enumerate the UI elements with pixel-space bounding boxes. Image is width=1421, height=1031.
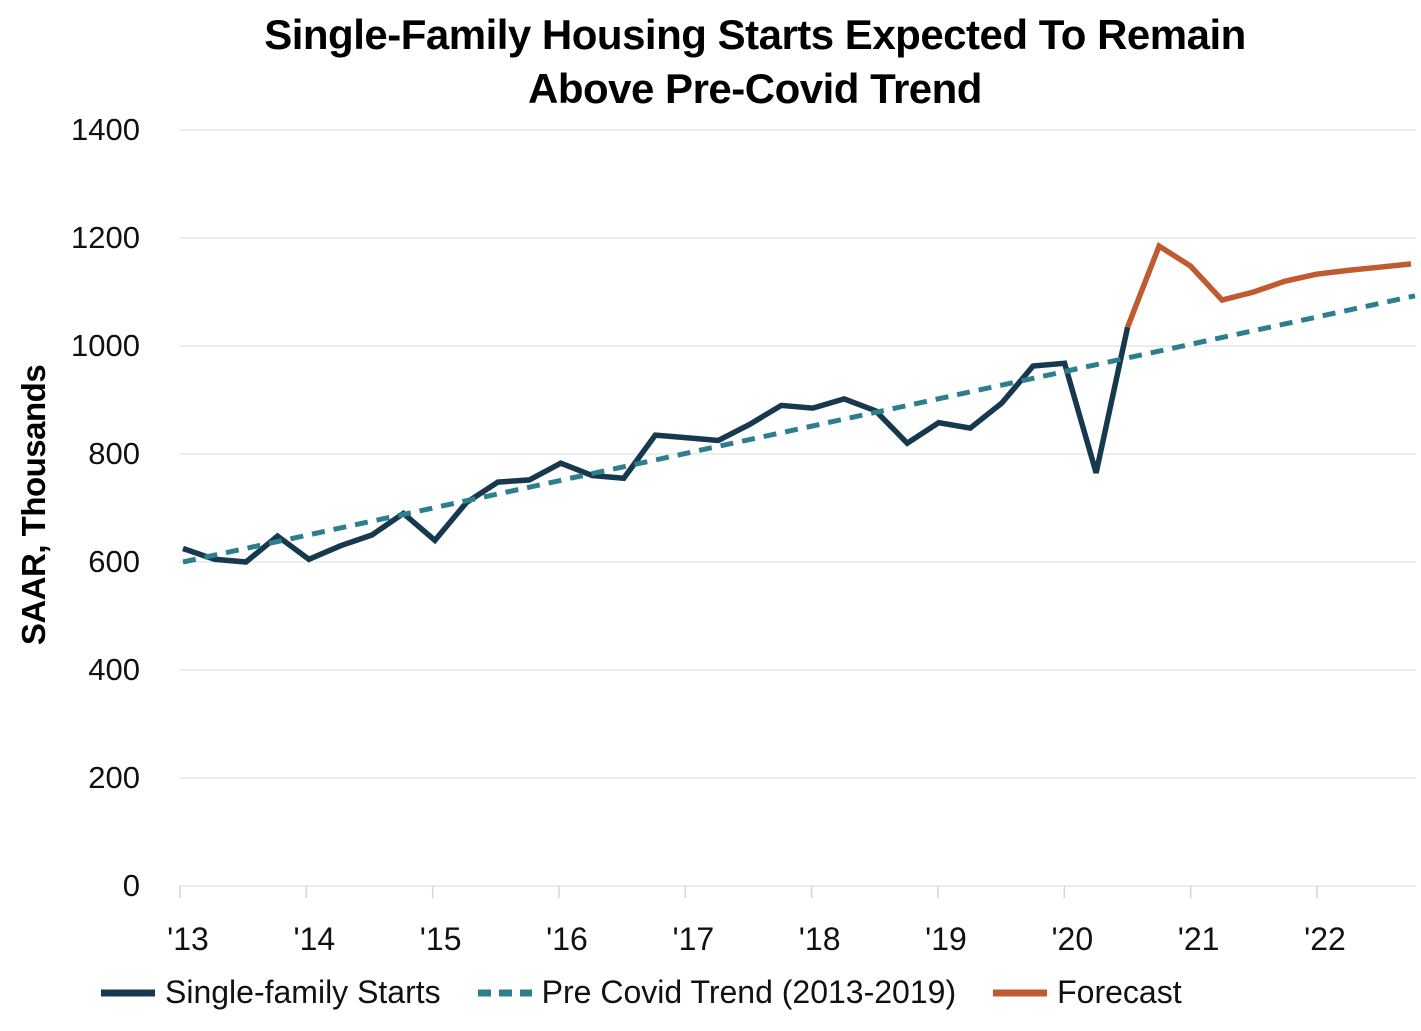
chart-title-line1: Single-Family Housing Starts Expected To… — [264, 11, 1246, 58]
x-tick-label-16: '16 — [546, 921, 588, 957]
y-tick-label-800: 800 — [88, 436, 140, 471]
legend-swatch-single-family-starts — [101, 989, 155, 996]
series-line-forecast — [1125, 241, 1412, 329]
y-tick-label-1400: 1400 — [71, 112, 140, 147]
legend: Single-family Starts Pre Covid Trend (201… — [100, 974, 1182, 1011]
y-tick-label-400: 400 — [88, 652, 140, 687]
legend-label-forecast: Forecast — [1057, 974, 1182, 1010]
y-tick-label-0: 0 — [122, 868, 140, 903]
x-tick-label-18: '18 — [798, 921, 841, 957]
legend-label-single-family-starts: Single-family Starts — [165, 974, 441, 1010]
legend-label-pre-covid-trend-2013-2019: Pre Covid Trend (2013-2019) — [541, 974, 957, 1010]
x-tick-label-21: '21 — [1177, 921, 1220, 957]
x-tick-label-13: '13 — [167, 921, 209, 957]
x-tick-label-14: '14 — [293, 921, 336, 957]
series-line-single-family-starts — [182, 326, 1131, 565]
series-line-pre-covid-trend-2013-2019 — [182, 293, 1416, 565]
chart-title: Single-Family Housing Starts Expected To… — [90, 8, 1420, 116]
x-tick-label-19: '19 — [925, 921, 967, 957]
y-tick-label-1000: 1000 — [71, 328, 140, 363]
y-tick-label-600: 600 — [88, 544, 140, 579]
x-tick-label-17: '17 — [672, 921, 715, 957]
legend-swatch-pre-covid-trend-2013-2019 — [477, 989, 532, 996]
y-tick-label-1200: 1200 — [71, 220, 140, 255]
y-tick-label-200: 200 — [88, 760, 140, 795]
x-tick-label-20: '20 — [1051, 921, 1094, 957]
chart-title-line2: Above Pre-Covid Trend — [528, 65, 982, 112]
legend-item-forecast: Forecast — [992, 974, 1182, 1011]
legend-item-single-family-starts: Single-family Starts — [100, 974, 441, 1011]
legend-item-pre-covid-trend-2013-2019: Pre Covid Trend (2013-2019) — [477, 974, 956, 1011]
x-tick-label-15: '15 — [419, 921, 462, 957]
x-tick-label-22: '22 — [1304, 921, 1346, 957]
legend-swatch-forecast — [993, 989, 1048, 996]
